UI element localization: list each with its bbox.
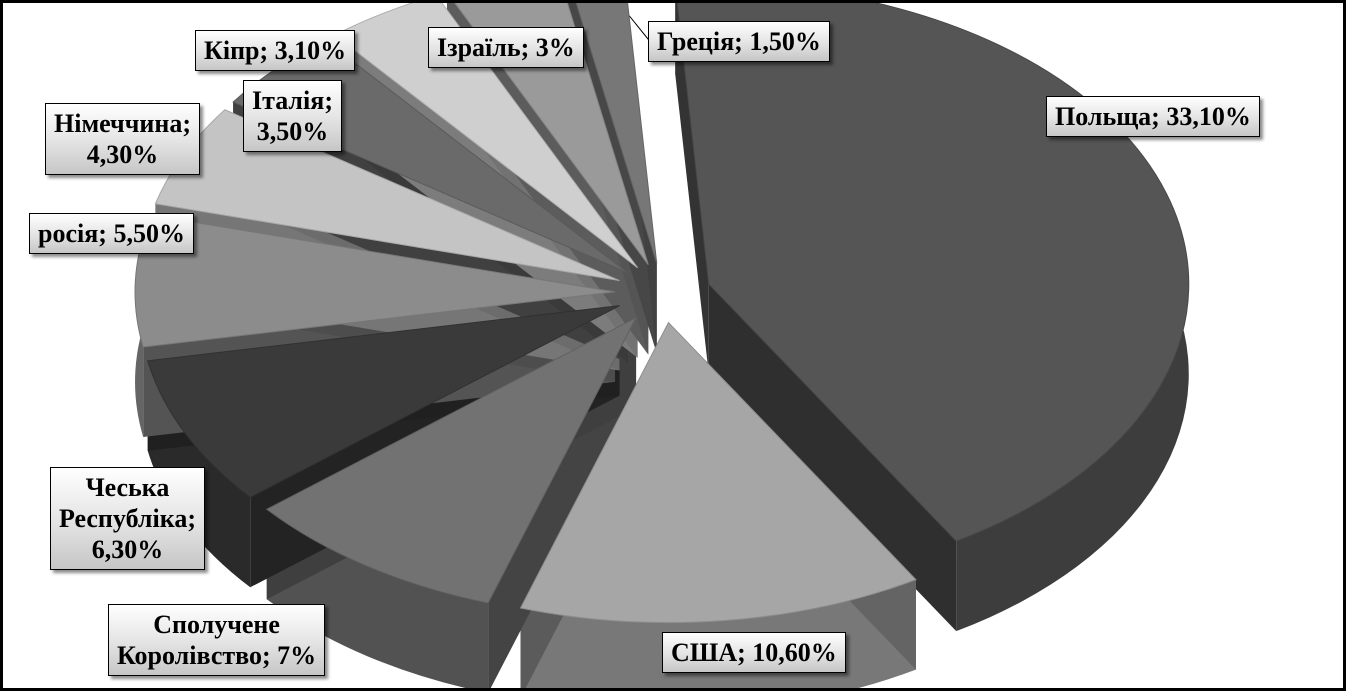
- slice-США: [519, 321, 917, 624]
- slice-Греція: [575, 3, 658, 264]
- label-czech-line1: Чеська: [85, 473, 170, 502]
- label-russia-text: росія; 5,50%: [38, 219, 185, 248]
- slice-Польща: [676, 3, 1190, 542]
- slice-tops: [134, 3, 1190, 624]
- label-poland: Польща; 33,10%: [1046, 96, 1260, 137]
- slice-Чеська Республіка: [147, 305, 620, 498]
- label-israel-text: Ізраїль; 3%: [437, 33, 575, 62]
- label-poland-text: Польща; 33,10%: [1055, 102, 1251, 131]
- label-cyprus-text: Кіпр; 3,10%: [204, 36, 347, 65]
- slice-wall-end-0: [708, 284, 957, 632]
- label-czech-line3: 6,30%: [91, 535, 164, 564]
- label-greece-text: Греція; 1,50%: [657, 27, 821, 56]
- label-greece: Греція; 1,50%: [648, 21, 830, 62]
- slice-wall-0: [675, 3, 709, 375]
- label-cyprus: Кіпр; 3,10%: [195, 30, 356, 71]
- slice-Ізраїль: [454, 3, 649, 265]
- label-czech-line2: Республіка;: [59, 504, 196, 533]
- label-israel: Ізраїль; 3%: [428, 27, 584, 68]
- label-uk-line1: Сполучене: [153, 610, 280, 639]
- label-italy: Італія; 3,50%: [243, 80, 342, 152]
- label-germany: Німеччина; 4,30%: [45, 103, 200, 175]
- label-uk-line2: Королівство; 7%: [117, 641, 317, 670]
- label-italy-line2: 3,50%: [256, 117, 329, 146]
- label-usa-text: США; 10,60%: [671, 638, 837, 667]
- slice-Сполучене Королівство: [265, 316, 638, 604]
- label-germany-line2: 4,30%: [86, 140, 159, 169]
- label-italy-line1: Італія;: [252, 86, 333, 115]
- label-usa: США; 10,60%: [662, 632, 846, 673]
- label-germany-line1: Німеччина;: [54, 109, 191, 138]
- label-russia: росія; 5,50%: [29, 213, 194, 254]
- label-uk: Сполучене Королівство; 7%: [108, 604, 326, 676]
- label-czech: Чеська Республіка; 6,30%: [50, 467, 205, 570]
